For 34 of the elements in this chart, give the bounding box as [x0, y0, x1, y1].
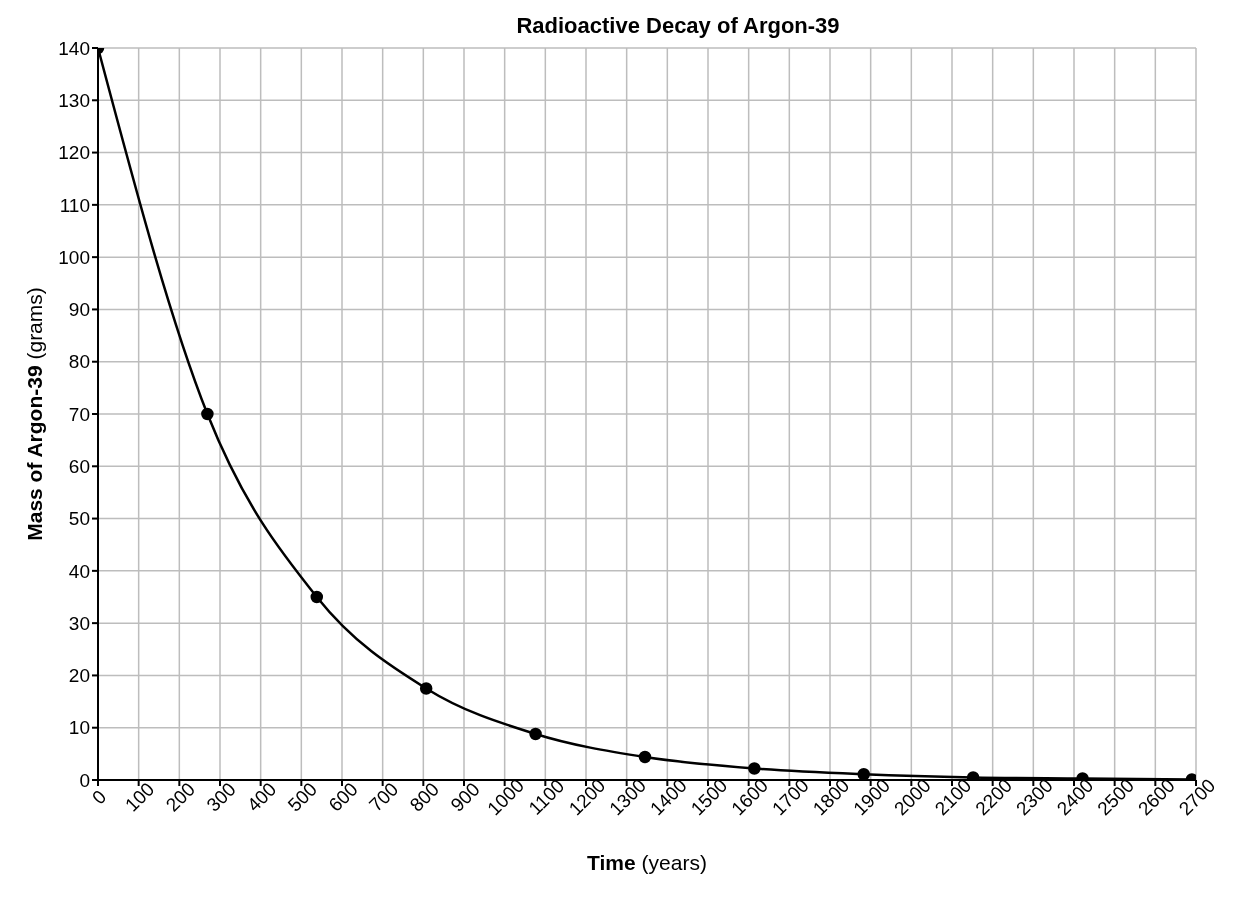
x-tick-label: 200	[161, 778, 200, 816]
y-tick-label: 140	[58, 37, 90, 59]
y-tick-label: 40	[68, 560, 90, 582]
y-tick-label: 100	[58, 246, 90, 268]
y-tick-label: 50	[68, 508, 90, 530]
point	[748, 762, 761, 775]
y-tick-label: 60	[68, 456, 90, 478]
y-tick-label: 30	[68, 612, 90, 634]
point	[201, 407, 214, 421]
x-tick-label: 500	[283, 778, 322, 816]
y-axis-title: Mass of Argon-39 (grams)	[23, 287, 46, 541]
x-tick-label: 700	[365, 778, 403, 816]
point	[529, 727, 542, 741]
y-tick-label: 10	[68, 717, 90, 739]
x-tick-label: 300	[202, 778, 240, 816]
point	[419, 682, 433, 695]
y-tick-label: 80	[68, 351, 90, 373]
y-tick-label: 110	[59, 194, 90, 216]
x-tick-label: 900	[446, 778, 484, 816]
x-tick-label: 800	[405, 778, 444, 816]
x-tick-label: 100	[121, 778, 159, 816]
point	[638, 750, 652, 764]
chart-title: Radioactive Decay of Argon-39	[516, 13, 840, 38]
x-tick-label: 400	[243, 778, 281, 816]
y-tick-label: 70	[68, 403, 90, 425]
x-axis-title: Time (years)	[587, 851, 707, 874]
y-tick-label: 120	[58, 142, 90, 164]
x-tick-label: 600	[324, 778, 362, 816]
x-tick-label: 0	[87, 785, 111, 809]
y-tick-label: 20	[68, 665, 90, 687]
point	[310, 590, 324, 604]
y-tick-label: 130	[58, 90, 90, 112]
y-tick-label: 90	[68, 299, 90, 321]
point	[857, 768, 870, 780]
